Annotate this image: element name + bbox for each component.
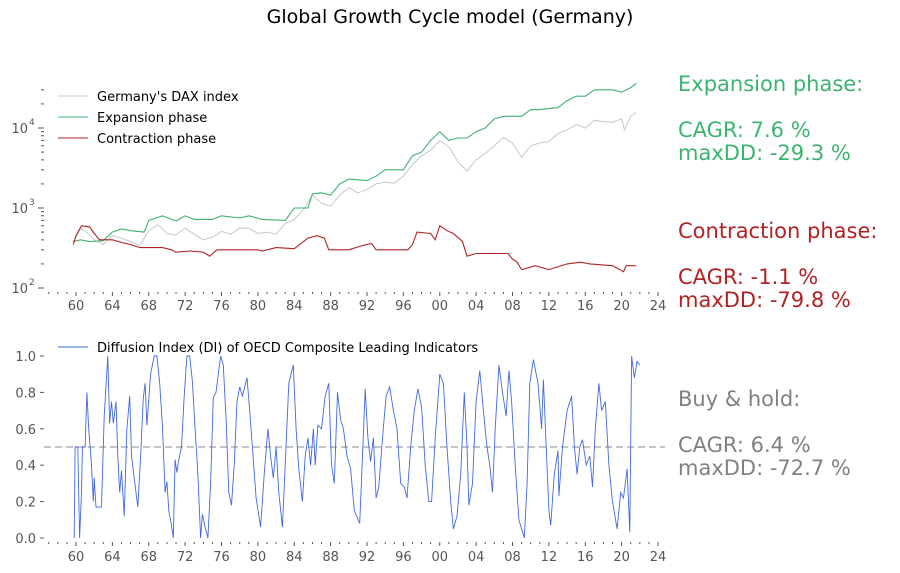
x-tick-label: 92 <box>359 299 376 314</box>
contraction-maxdd: maxDD: -79.8 % <box>678 288 851 312</box>
x-tick-label: 24 <box>650 299 667 314</box>
x-tick-label: 24 <box>650 550 667 565</box>
x-tick-label: 68 <box>140 299 157 314</box>
y-tick-label: 10 <box>11 122 28 137</box>
x-tick-label: 84 <box>286 550 303 565</box>
x-tick-label: 88 <box>322 550 339 565</box>
x-tick-label: 60 <box>68 299 85 314</box>
x-tick-label: 04 <box>468 299 485 314</box>
contraction-line <box>72 224 637 273</box>
x-tick-label: 88 <box>322 299 339 314</box>
x-tick-label: 04 <box>468 550 485 565</box>
x-tick-label: 12 <box>541 299 558 314</box>
x-tick-label: 20 <box>613 299 630 314</box>
y-tick-label: 0.0 <box>15 532 36 547</box>
y-tick-exponent: 3 <box>29 198 35 208</box>
chart-title: Global Growth Cycle model (Germany) <box>266 6 634 28</box>
x-tick-label: 84 <box>286 299 303 314</box>
x-tick-label: 64 <box>104 299 121 314</box>
legend-expansion-label: Expansion phase <box>97 111 207 126</box>
x-tick-label: 16 <box>577 299 594 314</box>
x-tick-label: 80 <box>250 299 267 314</box>
y-tick-label: 0.2 <box>15 496 36 511</box>
buyhold-heading: Buy & hold: <box>678 387 801 411</box>
x-tick-label: 76 <box>213 550 230 565</box>
y-tick-exponent: 2 <box>29 278 35 288</box>
x-tick-label: 08 <box>504 550 521 565</box>
x-tick-label: 20 <box>613 550 630 565</box>
x-tick-label: 00 <box>431 299 448 314</box>
x-tick-label: 08 <box>504 299 521 314</box>
contraction-heading: Contraction phase: <box>678 219 878 243</box>
x-tick-label: 60 <box>68 550 85 565</box>
legend-contraction-label: Contraction phase <box>97 132 216 147</box>
x-tick-label: 64 <box>104 550 121 565</box>
x-tick-label: 68 <box>140 550 157 565</box>
y-tick-label: 10 <box>11 202 28 217</box>
dax-line <box>72 112 637 247</box>
legend-di-label: Diffusion Index (DI) of OECD Composite L… <box>97 341 478 356</box>
expansion-line <box>73 83 637 243</box>
di-line <box>73 355 641 539</box>
x-tick-label: 96 <box>395 550 412 565</box>
expansion-heading: Expansion phase: <box>678 72 864 96</box>
x-tick-label: 96 <box>395 299 412 314</box>
y-tick-label: 0.8 <box>15 386 36 401</box>
y-tick-label: 1.0 <box>15 350 36 365</box>
x-tick-label: 00 <box>431 550 448 565</box>
x-tick-label: 80 <box>250 550 267 565</box>
y-tick-label: 0.6 <box>15 423 36 438</box>
x-tick-label: 16 <box>577 550 594 565</box>
x-tick-label: 76 <box>213 299 230 314</box>
x-tick-label: 72 <box>177 299 194 314</box>
buyhold-maxdd: maxDD: -72.7 % <box>678 456 851 480</box>
y-tick-exponent: 4 <box>29 118 35 128</box>
x-tick-label: 92 <box>359 550 376 565</box>
contraction-cagr: CAGR: -1.1 % <box>678 265 819 289</box>
y-tick-label: 10 <box>11 282 28 297</box>
y-tick-label: 0.4 <box>15 459 36 474</box>
expansion-maxdd: maxDD: -29.3 % <box>678 141 851 165</box>
x-tick-label: 12 <box>541 550 558 565</box>
legend-dax-label: Germany's DAX index <box>97 90 239 105</box>
expansion-cagr: CAGR: 7.6 % <box>678 118 811 142</box>
x-tick-label: 72 <box>177 550 194 565</box>
buyhold-cagr: CAGR: 6.4 % <box>678 433 811 457</box>
